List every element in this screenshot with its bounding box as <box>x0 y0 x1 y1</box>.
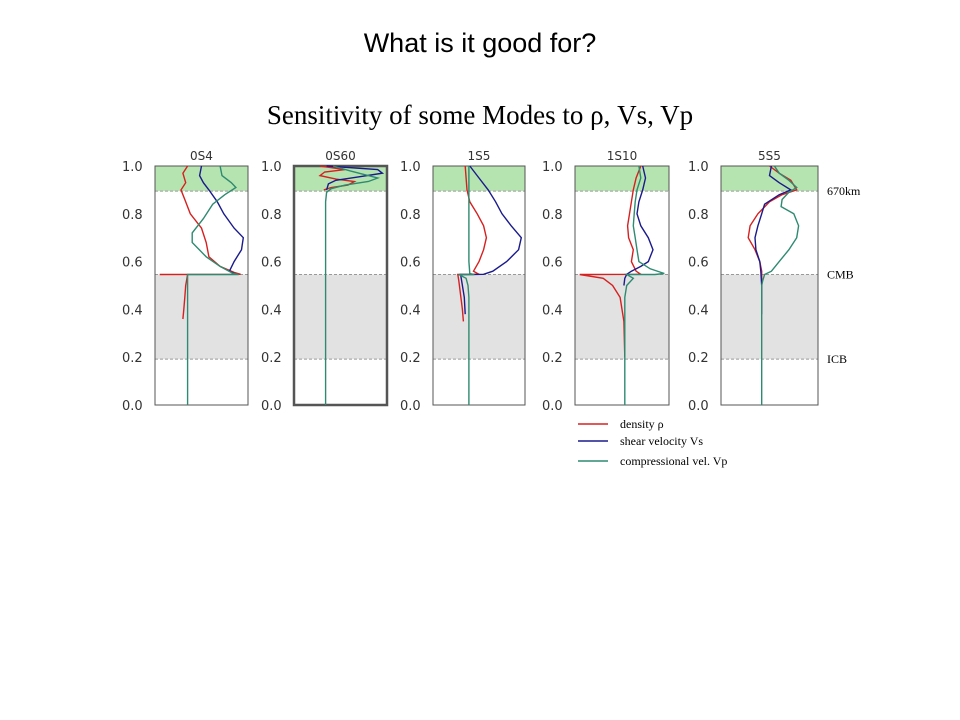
series-compressional <box>624 165 665 405</box>
boundary-label-cmb: CMB <box>827 268 854 282</box>
y-tick-label: 0.0 <box>261 399 282 414</box>
panel-title: 5S5 <box>758 149 781 163</box>
panel-title: 0S60 <box>325 149 356 163</box>
y-tick-label: 0.6 <box>542 256 563 271</box>
y-tick-label: 0.2 <box>542 351 563 366</box>
upper-mantle-band <box>575 166 669 192</box>
figure-title: Sensitivity of some Modes to ρ, Vs, Vp <box>266 100 694 130</box>
y-tick-label: 0.2 <box>400 351 421 366</box>
y-tick-label: 0.8 <box>400 208 421 223</box>
y-tick-label: 1.0 <box>400 160 421 175</box>
panel-title: 0S4 <box>190 149 213 163</box>
panel-1s10: 1S10 1.0 0.8 0.6 0.4 0.2 0.0 <box>542 149 670 414</box>
y-tick-label: 0.4 <box>122 303 143 318</box>
series-shear <box>325 165 385 191</box>
y-tick-label: 0.4 <box>542 303 563 318</box>
series-shear <box>623 165 654 286</box>
y-tick-label: 0.6 <box>122 256 143 271</box>
legend-label-density: density ρ <box>620 417 664 431</box>
outer-core-band <box>294 274 387 360</box>
y-tick-label: 0.2 <box>688 351 709 366</box>
y-tick-label: 0.8 <box>122 208 143 223</box>
panel-5s5: 5S5 1.0 0.8 0.6 0.4 0.2 0.0 <box>688 149 819 414</box>
y-tick-label: 0.0 <box>400 399 421 414</box>
y-tick-label: 0.4 <box>261 303 282 318</box>
series-compressional <box>186 165 239 405</box>
y-tick-label: 0.0 <box>688 399 709 414</box>
y-tick-label: 0.6 <box>688 256 709 271</box>
y-tick-label: 0.6 <box>400 256 421 271</box>
outer-core-band <box>155 274 248 360</box>
panel-0s60: 0S60 1.0 0.8 0.6 0.4 0.2 0.0 <box>261 149 389 414</box>
series-compressional <box>761 165 800 405</box>
series-density <box>159 165 241 320</box>
outer-core-band <box>575 274 669 360</box>
y-tick-label: 1.0 <box>122 160 143 175</box>
y-tick-label: 1.0 <box>688 160 709 175</box>
upper-mantle-band <box>721 166 818 192</box>
y-tick-label: 0.0 <box>122 399 143 414</box>
y-tick-label: 0.4 <box>688 303 709 318</box>
y-tick-label: 1.0 <box>542 160 563 175</box>
series-compressional <box>324 165 381 405</box>
boundary-label-670km: 670km <box>827 184 861 198</box>
panel-0s4: 0S4 1.0 0.8 0.6 0.4 0.2 0.0 <box>122 149 249 414</box>
y-tick-label: 0.6 <box>261 256 282 271</box>
legend: density ρ shear velocity Vs compressional … <box>578 417 727 468</box>
y-tick-label: 0.0 <box>542 399 563 414</box>
y-tick-label: 1.0 <box>261 160 282 175</box>
outer-core-band <box>433 274 525 360</box>
y-tick-label: 0.8 <box>688 208 709 223</box>
outer-core-band <box>721 274 818 360</box>
legend-label-shear: shear velocity Vs <box>620 434 703 448</box>
y-tick-label: 0.2 <box>261 351 282 366</box>
panel-title: 1S10 <box>607 149 638 163</box>
y-tick-label: 0.2 <box>122 351 143 366</box>
y-tick-label: 0.8 <box>261 208 282 223</box>
panel-frame <box>292 164 389 407</box>
series-density <box>579 165 644 358</box>
y-tick-label: 0.4 <box>400 303 421 318</box>
y-tick-label: 0.8 <box>542 208 563 223</box>
boundary-label-icb: ICB <box>827 352 847 366</box>
series-shear <box>459 165 523 315</box>
series-shear <box>198 165 245 275</box>
series-shear <box>754 165 793 315</box>
panel-1s5: 1S5 1.0 0.8 0.6 0.4 0.2 0.0 <box>400 149 526 414</box>
panel-frame <box>432 165 526 406</box>
panel-frame <box>574 165 670 406</box>
panel-title: 1S5 <box>468 149 491 163</box>
series-compressional <box>458 166 475 405</box>
legend-label-compressional: compressional vel. Vp <box>620 454 727 468</box>
slide-title: What is it good for? <box>363 28 597 58</box>
